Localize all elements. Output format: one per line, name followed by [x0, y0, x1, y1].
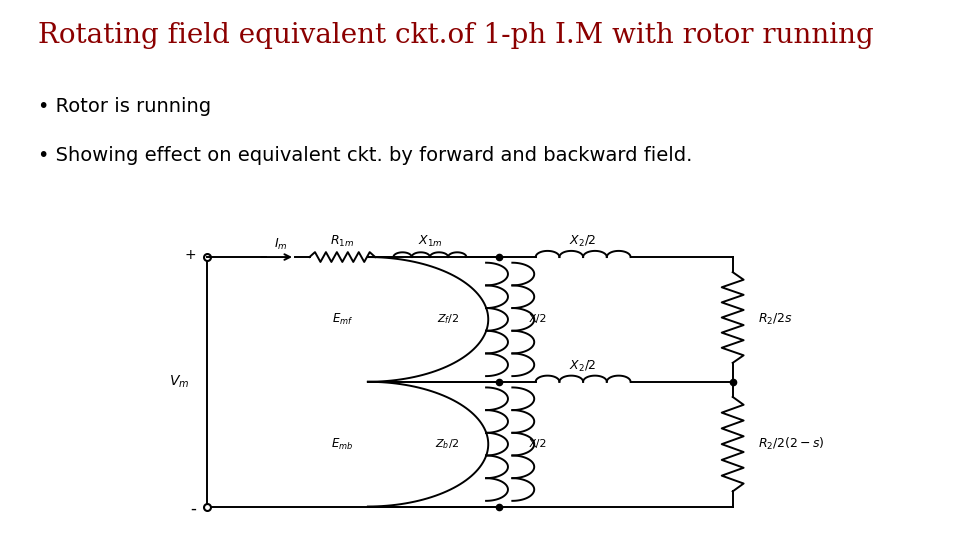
Text: Rotating field equivalent ckt.of 1-ph I.M with rotor running: Rotating field equivalent ckt.of 1-ph I.…: [38, 22, 875, 49]
Text: $V_m$: $V_m$: [169, 374, 189, 390]
Text: X/2: X/2: [528, 439, 547, 449]
Text: $R_2/2s$: $R_2/2s$: [758, 312, 793, 327]
Text: $X_2/2$: $X_2/2$: [569, 359, 597, 374]
Text: $X_2/2$: $X_2/2$: [569, 234, 597, 249]
Text: +: +: [184, 248, 197, 262]
Text: $R_2/2(2-s)$: $R_2/2(2-s)$: [758, 436, 825, 452]
Text: • Showing effect on equivalent ckt. by forward and backward field.: • Showing effect on equivalent ckt. by f…: [38, 146, 693, 165]
Text: $Z_f/2$: $Z_f/2$: [437, 313, 459, 326]
Text: $E_{mb}$: $E_{mb}$: [331, 437, 353, 451]
Text: • Rotor is running: • Rotor is running: [38, 97, 211, 116]
Text: X/2: X/2: [528, 314, 547, 325]
Text: $X_{1m}$: $X_{1m}$: [418, 234, 443, 249]
Text: $Z_b/2$: $Z_b/2$: [435, 437, 459, 451]
Text: $I_m$: $I_m$: [274, 237, 287, 252]
Text: $R_{1m}$: $R_{1m}$: [330, 234, 354, 249]
Text: -: -: [190, 500, 197, 517]
Text: $E_{mf}$: $E_{mf}$: [332, 312, 353, 327]
